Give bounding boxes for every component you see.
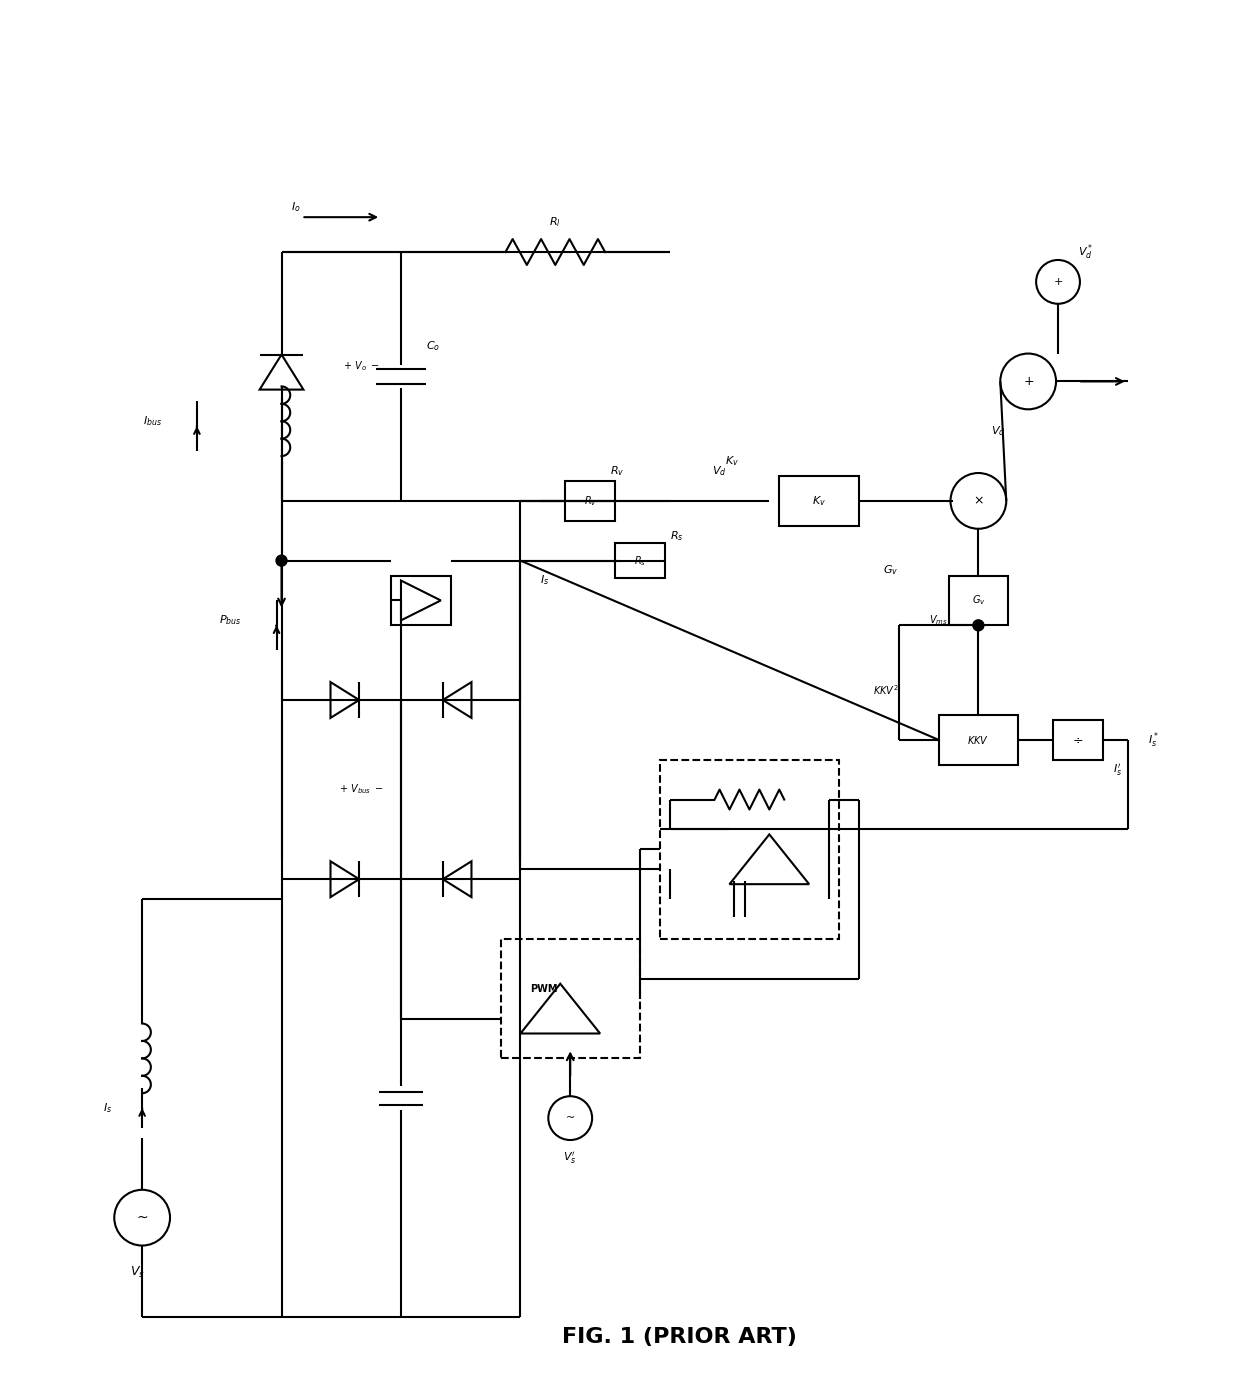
Text: $V_{ms}$: $V_{ms}$ [929, 613, 947, 627]
Text: ~: ~ [565, 1113, 575, 1123]
Text: $V_s'$: $V_s'$ [563, 1149, 577, 1166]
Bar [949, 575, 1008, 626]
Text: $R_v$: $R_v$ [584, 494, 596, 508]
Text: +: + [1053, 277, 1063, 287]
Text: $V_d^*$: $V_d^*$ [1078, 242, 1094, 262]
Circle shape [277, 556, 286, 566]
Text: $P_{bus}$: $P_{bus}$ [219, 613, 242, 627]
Text: $K_v$: $K_v$ [725, 454, 739, 468]
Text: $V_d$: $V_d$ [712, 465, 727, 477]
Text: $\div$: $\div$ [1073, 734, 1084, 746]
Text: $KKV$: $KKV$ [967, 734, 990, 746]
Text: $R_s$: $R_s$ [670, 529, 683, 543]
Text: $I_s'$: $I_s'$ [1114, 762, 1122, 777]
Text: $R_s$: $R_s$ [634, 554, 646, 567]
Text: $R_l$: $R_l$ [549, 216, 562, 230]
Text: $K_v$: $K_v$ [812, 494, 826, 508]
Text: $I_s$: $I_s$ [541, 574, 549, 588]
Text: $+$: $+$ [1023, 375, 1034, 388]
Text: $+\ V_{bus}\ -$: $+\ V_{bus}\ -$ [339, 783, 383, 797]
Text: $KKV^2$: $KKV^2$ [873, 683, 899, 697]
Bar [779, 476, 859, 526]
Text: $I_s$: $I_s$ [103, 1102, 113, 1114]
Text: $G_v$: $G_v$ [972, 594, 986, 608]
Text: $V_s$: $V_s$ [130, 1264, 145, 1280]
Bar [939, 715, 1018, 764]
Text: $R_v$: $R_v$ [610, 465, 625, 477]
Bar [391, 575, 451, 626]
Text: PWM: PWM [531, 984, 558, 994]
Text: $G_v$: $G_v$ [883, 564, 899, 577]
Text: $+\ V_o\ -$: $+\ V_o\ -$ [342, 360, 379, 374]
Circle shape [973, 620, 983, 631]
Text: $C_o$: $C_o$ [425, 340, 440, 353]
Text: FIG. 1 (PRIOR ART): FIG. 1 (PRIOR ART) [562, 1327, 797, 1347]
Text: $V_d$: $V_d$ [991, 424, 1006, 438]
Text: $\times$: $\times$ [973, 494, 983, 507]
Bar [615, 543, 665, 578]
Bar [660, 760, 839, 939]
Text: $I_{bus}$: $I_{bus}$ [143, 414, 162, 428]
Bar [565, 482, 615, 521]
Bar [501, 939, 640, 1058]
Text: $I_s^*$: $I_s^*$ [1148, 729, 1159, 749]
Text: ~: ~ [136, 1211, 148, 1225]
Bar [1053, 720, 1102, 760]
Text: $I_o$: $I_o$ [291, 200, 301, 214]
